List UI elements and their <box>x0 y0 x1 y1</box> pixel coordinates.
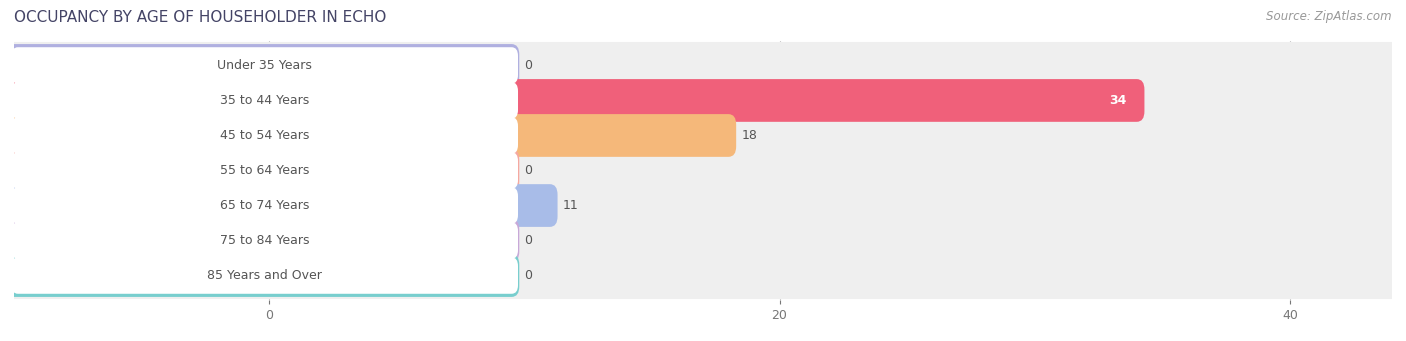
Text: 75 to 84 Years: 75 to 84 Years <box>219 234 309 247</box>
FancyBboxPatch shape <box>7 252 1399 299</box>
FancyBboxPatch shape <box>11 82 517 119</box>
FancyBboxPatch shape <box>7 182 1399 229</box>
Text: 18: 18 <box>741 129 758 142</box>
FancyBboxPatch shape <box>11 47 517 84</box>
FancyBboxPatch shape <box>7 217 1399 264</box>
Text: 0: 0 <box>524 269 533 282</box>
FancyBboxPatch shape <box>7 149 519 192</box>
Text: 0: 0 <box>524 59 533 72</box>
FancyBboxPatch shape <box>7 44 519 87</box>
FancyBboxPatch shape <box>7 79 1144 122</box>
Text: 55 to 64 Years: 55 to 64 Years <box>221 164 309 177</box>
Text: 11: 11 <box>562 199 578 212</box>
FancyBboxPatch shape <box>7 184 558 227</box>
Text: 45 to 54 Years: 45 to 54 Years <box>221 129 309 142</box>
FancyBboxPatch shape <box>7 147 1399 194</box>
FancyBboxPatch shape <box>11 152 517 189</box>
FancyBboxPatch shape <box>7 112 1399 159</box>
Text: 0: 0 <box>524 234 533 247</box>
Text: Under 35 Years: Under 35 Years <box>218 59 312 72</box>
Text: Source: ZipAtlas.com: Source: ZipAtlas.com <box>1267 10 1392 23</box>
FancyBboxPatch shape <box>7 254 519 297</box>
Text: 65 to 74 Years: 65 to 74 Years <box>221 199 309 212</box>
FancyBboxPatch shape <box>11 257 517 294</box>
Text: 85 Years and Over: 85 Years and Over <box>207 269 322 282</box>
FancyBboxPatch shape <box>11 222 517 259</box>
FancyBboxPatch shape <box>7 42 1399 89</box>
FancyBboxPatch shape <box>7 114 737 157</box>
FancyBboxPatch shape <box>7 219 519 262</box>
Text: 34: 34 <box>1109 94 1126 107</box>
Text: 35 to 44 Years: 35 to 44 Years <box>221 94 309 107</box>
Text: 0: 0 <box>524 164 533 177</box>
FancyBboxPatch shape <box>11 187 517 224</box>
FancyBboxPatch shape <box>7 77 1399 124</box>
Text: OCCUPANCY BY AGE OF HOUSEHOLDER IN ECHO: OCCUPANCY BY AGE OF HOUSEHOLDER IN ECHO <box>14 10 387 25</box>
FancyBboxPatch shape <box>11 117 517 154</box>
